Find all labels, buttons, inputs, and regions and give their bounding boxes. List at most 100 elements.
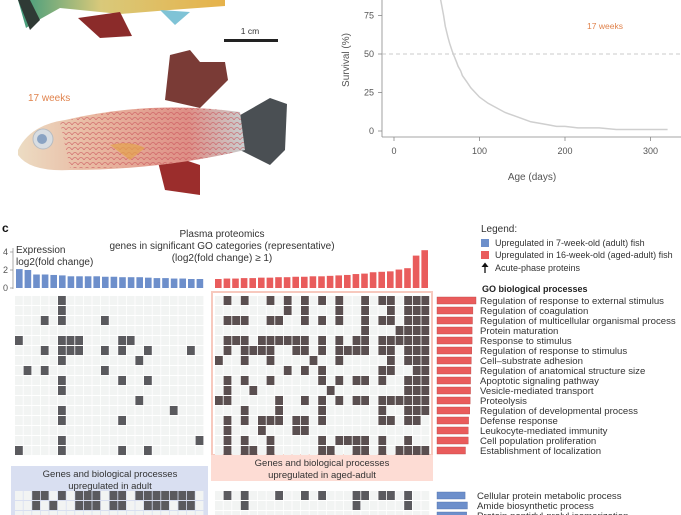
go-bar-aged [436, 436, 469, 445]
adult-grid-cell-empty [23, 306, 32, 315]
adult-grid-cell-empty [15, 436, 23, 445]
aged-grid-cell-filled [404, 336, 412, 345]
survival-curve [439, 0, 668, 131]
aged-grid-cell-filled [361, 316, 369, 325]
adult-grid-cell-empty [66, 306, 75, 315]
aged-grid-cell-empty [309, 346, 318, 355]
aged-lower-grid-cell-empty [301, 501, 309, 510]
adult-grid-cell-empty [126, 416, 135, 425]
adult-grid-cell-filled [40, 316, 49, 325]
adult-grid-cell-empty [161, 346, 169, 355]
expression-bar-adult [24, 270, 32, 288]
adult-grid-cell-empty [195, 316, 204, 325]
adult-grid-cell-empty [161, 296, 169, 305]
bar-y-tick-label: 2 [3, 265, 8, 275]
aged-lower-grid-cell-empty [283, 501, 292, 510]
aged-grid-cell-filled [421, 306, 430, 315]
aged-grid-cell-filled [378, 416, 387, 425]
adult-lower-grid-cell-empty [135, 511, 144, 515]
aged-grid-cell-empty [395, 376, 404, 385]
aged-lower-grid-cell-empty [249, 491, 258, 500]
adult-grid-cell-empty [178, 426, 187, 435]
aged-lower-grid-cell-empty [326, 491, 335, 500]
adult-lower-grid-cell-filled [75, 501, 83, 510]
aged-grid-cell-filled [309, 356, 318, 365]
adult-grid-cell-empty [23, 436, 32, 445]
aged-grid-cell-empty [309, 296, 318, 305]
adult-grid-cell-filled [58, 386, 66, 395]
aged-grid-cell-empty [369, 366, 378, 375]
adult-grid-cell-empty [32, 396, 40, 405]
x-tick-label: 300 [643, 146, 658, 156]
aged-grid-cell-empty [395, 406, 404, 415]
aged-grid-cell-filled [412, 326, 421, 335]
adult-grid-cell-empty [169, 416, 178, 425]
aged-grid-cell-empty [395, 356, 404, 365]
adult-grid-cell-empty [169, 356, 178, 365]
adult-lower-grid-cell-filled [178, 491, 187, 500]
aged-grid-cell-filled [240, 416, 249, 425]
aged-lower-grid-cell-filled [352, 501, 361, 510]
expression-bar-aged-adult [361, 273, 368, 288]
go-label-aged: Regulation of multicellular organismal p… [480, 316, 676, 327]
adult-lower-grid-cell-empty [101, 511, 109, 515]
adult-lower-grid-cell-filled [32, 501, 40, 510]
aged-grid-cell-empty [283, 436, 292, 445]
aged-grid-cell-filled [378, 376, 387, 385]
aged-grid-cell-empty [335, 386, 344, 395]
adult-grid-cell-empty [109, 366, 118, 375]
aged-grid-cell-empty [387, 406, 395, 415]
adult-lower-grid-cell-filled [187, 501, 195, 510]
aged-grid-cell-empty [232, 306, 240, 315]
aged-grid-cell-filled [275, 316, 283, 325]
adult-lower-grid-cell-empty [178, 511, 187, 515]
adult-grid-cell-empty [92, 386, 101, 395]
adult-grid-cell-empty [75, 386, 83, 395]
aged-grid-cell-filled [361, 436, 369, 445]
adult-grid-cell-empty [144, 326, 152, 335]
go-label-adult: Cellular protein metabolic process [477, 491, 622, 502]
expression-bar-adult [153, 278, 161, 288]
aged-grid-cell-filled [378, 296, 387, 305]
adult-grid-cell-empty [144, 296, 152, 305]
adult-grid-cell-empty [92, 296, 101, 305]
aged-lower-grid-cell-empty [215, 511, 223, 515]
adult-grid-cell-empty [49, 446, 58, 455]
adult-grid-cell-empty [101, 386, 109, 395]
adult-grid-cell-empty [118, 426, 126, 435]
adult-grid-cell-filled [66, 336, 75, 345]
aged-lower-grid-cell-filled [352, 491, 361, 500]
aged-grid-cell-filled [301, 336, 309, 345]
scale-bar: 1 cm [224, 26, 278, 42]
adult-grid-cell-empty [15, 406, 23, 415]
adult-grid-cell-filled [101, 366, 109, 375]
adult-grid-cell-empty [109, 446, 118, 455]
aged-lower-grid-cell-empty [292, 501, 301, 510]
adult-grid-cell-empty [109, 386, 118, 395]
aged-lower-grid-cell-empty [361, 511, 369, 515]
aged-grid-cell-empty [326, 366, 335, 375]
aged-grid-cell-empty [318, 356, 326, 365]
adult-grid-cell-empty [15, 416, 23, 425]
adult-grid-cell-empty [49, 346, 58, 355]
aged-lower-grid-cell-empty [258, 491, 266, 500]
legend-swatch-adult [481, 239, 489, 247]
aged-grid-cell-empty [344, 306, 352, 315]
adult-grid-cell-empty [40, 446, 49, 455]
y-tick-label: 0 [369, 126, 374, 136]
go-header: GO biological processes [482, 284, 588, 294]
adult-grid-cell-empty [32, 316, 40, 325]
aged-grid-cell-empty [335, 326, 344, 335]
adult-lower-grid-cell-filled [169, 491, 178, 500]
aged-grid-cell-filled [326, 386, 335, 395]
aged-grid-cell-empty [361, 386, 369, 395]
aged-grid-cell-filled [266, 416, 275, 425]
aged-grid-cell-filled [275, 336, 283, 345]
aged-grid-cell-filled [421, 356, 430, 365]
aged-grid-cell-filled [387, 346, 395, 355]
aged-grid-cell-filled [223, 376, 232, 385]
aged-grid-cell-empty [215, 406, 223, 415]
aged-grid-cell-filled [335, 396, 344, 405]
aged-lower-grid-cell-filled [361, 491, 369, 500]
aged-grid-cell-empty [283, 406, 292, 415]
